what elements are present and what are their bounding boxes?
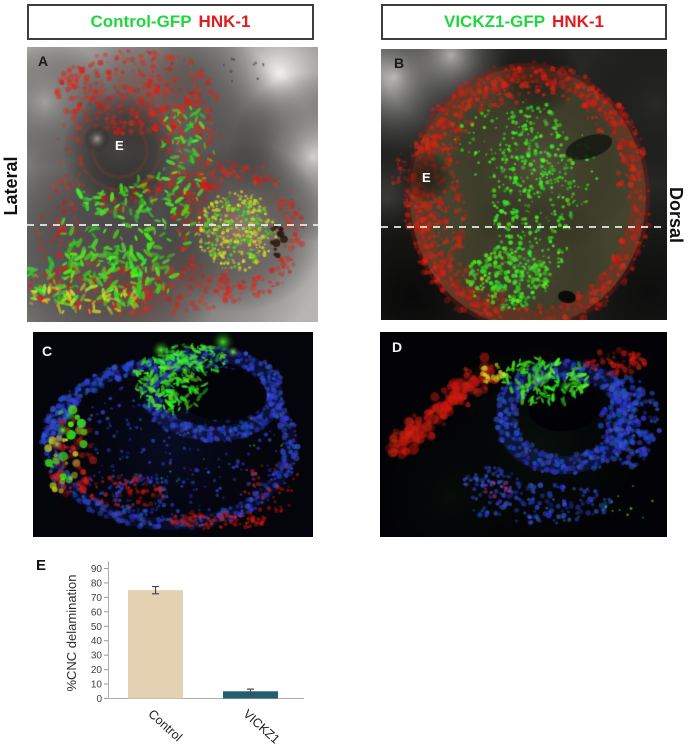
panel-b-image (381, 49, 667, 320)
panel-e-chart: E 0 10 20 30 40 50 60 70 80 90 Control VICKZ1 %CNC d… (30, 555, 340, 751)
panel-c-letter: C (42, 343, 53, 359)
y-tick-label: 70 (91, 593, 103, 604)
panel-a: A E (27, 47, 318, 322)
bar-control (128, 590, 183, 699)
y-tick-label: 20 (91, 665, 103, 676)
section-plane-dashed-line-a (27, 224, 318, 226)
x-tick-label: Control (145, 707, 184, 744)
bar-vickz1 (223, 691, 278, 699)
header-box-vickz1: VICKZ1-GFP HNK-1 (381, 4, 667, 40)
eye-annotation-a: E (115, 138, 124, 153)
y-tick-label: 10 (91, 680, 103, 691)
lateral-label: Lateral (1, 156, 21, 216)
panel-a-image (27, 47, 318, 322)
panel-b-letter: B (394, 55, 405, 71)
panel-b: B E (381, 49, 667, 320)
panel-e-letter: E (36, 557, 47, 574)
eye-annotation-b: E (422, 170, 431, 185)
y-tick-label: 90 (91, 564, 103, 575)
panel-c: C (33, 332, 313, 537)
hnk1-label-right: HNK-1 (552, 12, 604, 31)
y-axis-label: %CNC delamination (64, 574, 79, 691)
panel-a-letter: A (38, 53, 49, 69)
dorsal-label: Dorsal (666, 186, 686, 244)
y-tick-label: 0 (96, 694, 102, 705)
panel-c-image (33, 332, 313, 537)
vickz1-gfp-label: VICKZ1-GFP (443, 12, 546, 31)
section-plane-dashed-line-b (381, 226, 667, 228)
header-box-control: Control-GFP HNK-1 (27, 4, 314, 40)
x-tick-label: VICKZ1 (240, 707, 282, 747)
y-tick-label: 60 (91, 607, 103, 618)
y-tick-label: 50 (91, 622, 103, 633)
panel-d: D (380, 332, 667, 537)
y-tick-label: 40 (91, 636, 103, 647)
panel-d-letter: D (392, 339, 403, 355)
cnc-delamination-bar-chart: 0 10 20 30 40 50 60 70 80 90 Control VICKZ1 %CNC del… (64, 561, 304, 747)
y-tick-label: 80 (91, 578, 103, 589)
panel-d-image (380, 332, 667, 537)
y-tick-label: 30 (91, 651, 103, 662)
hnk1-label-left: HNK-1 (198, 12, 251, 31)
control-gfp-label: Control-GFP (90, 12, 192, 31)
